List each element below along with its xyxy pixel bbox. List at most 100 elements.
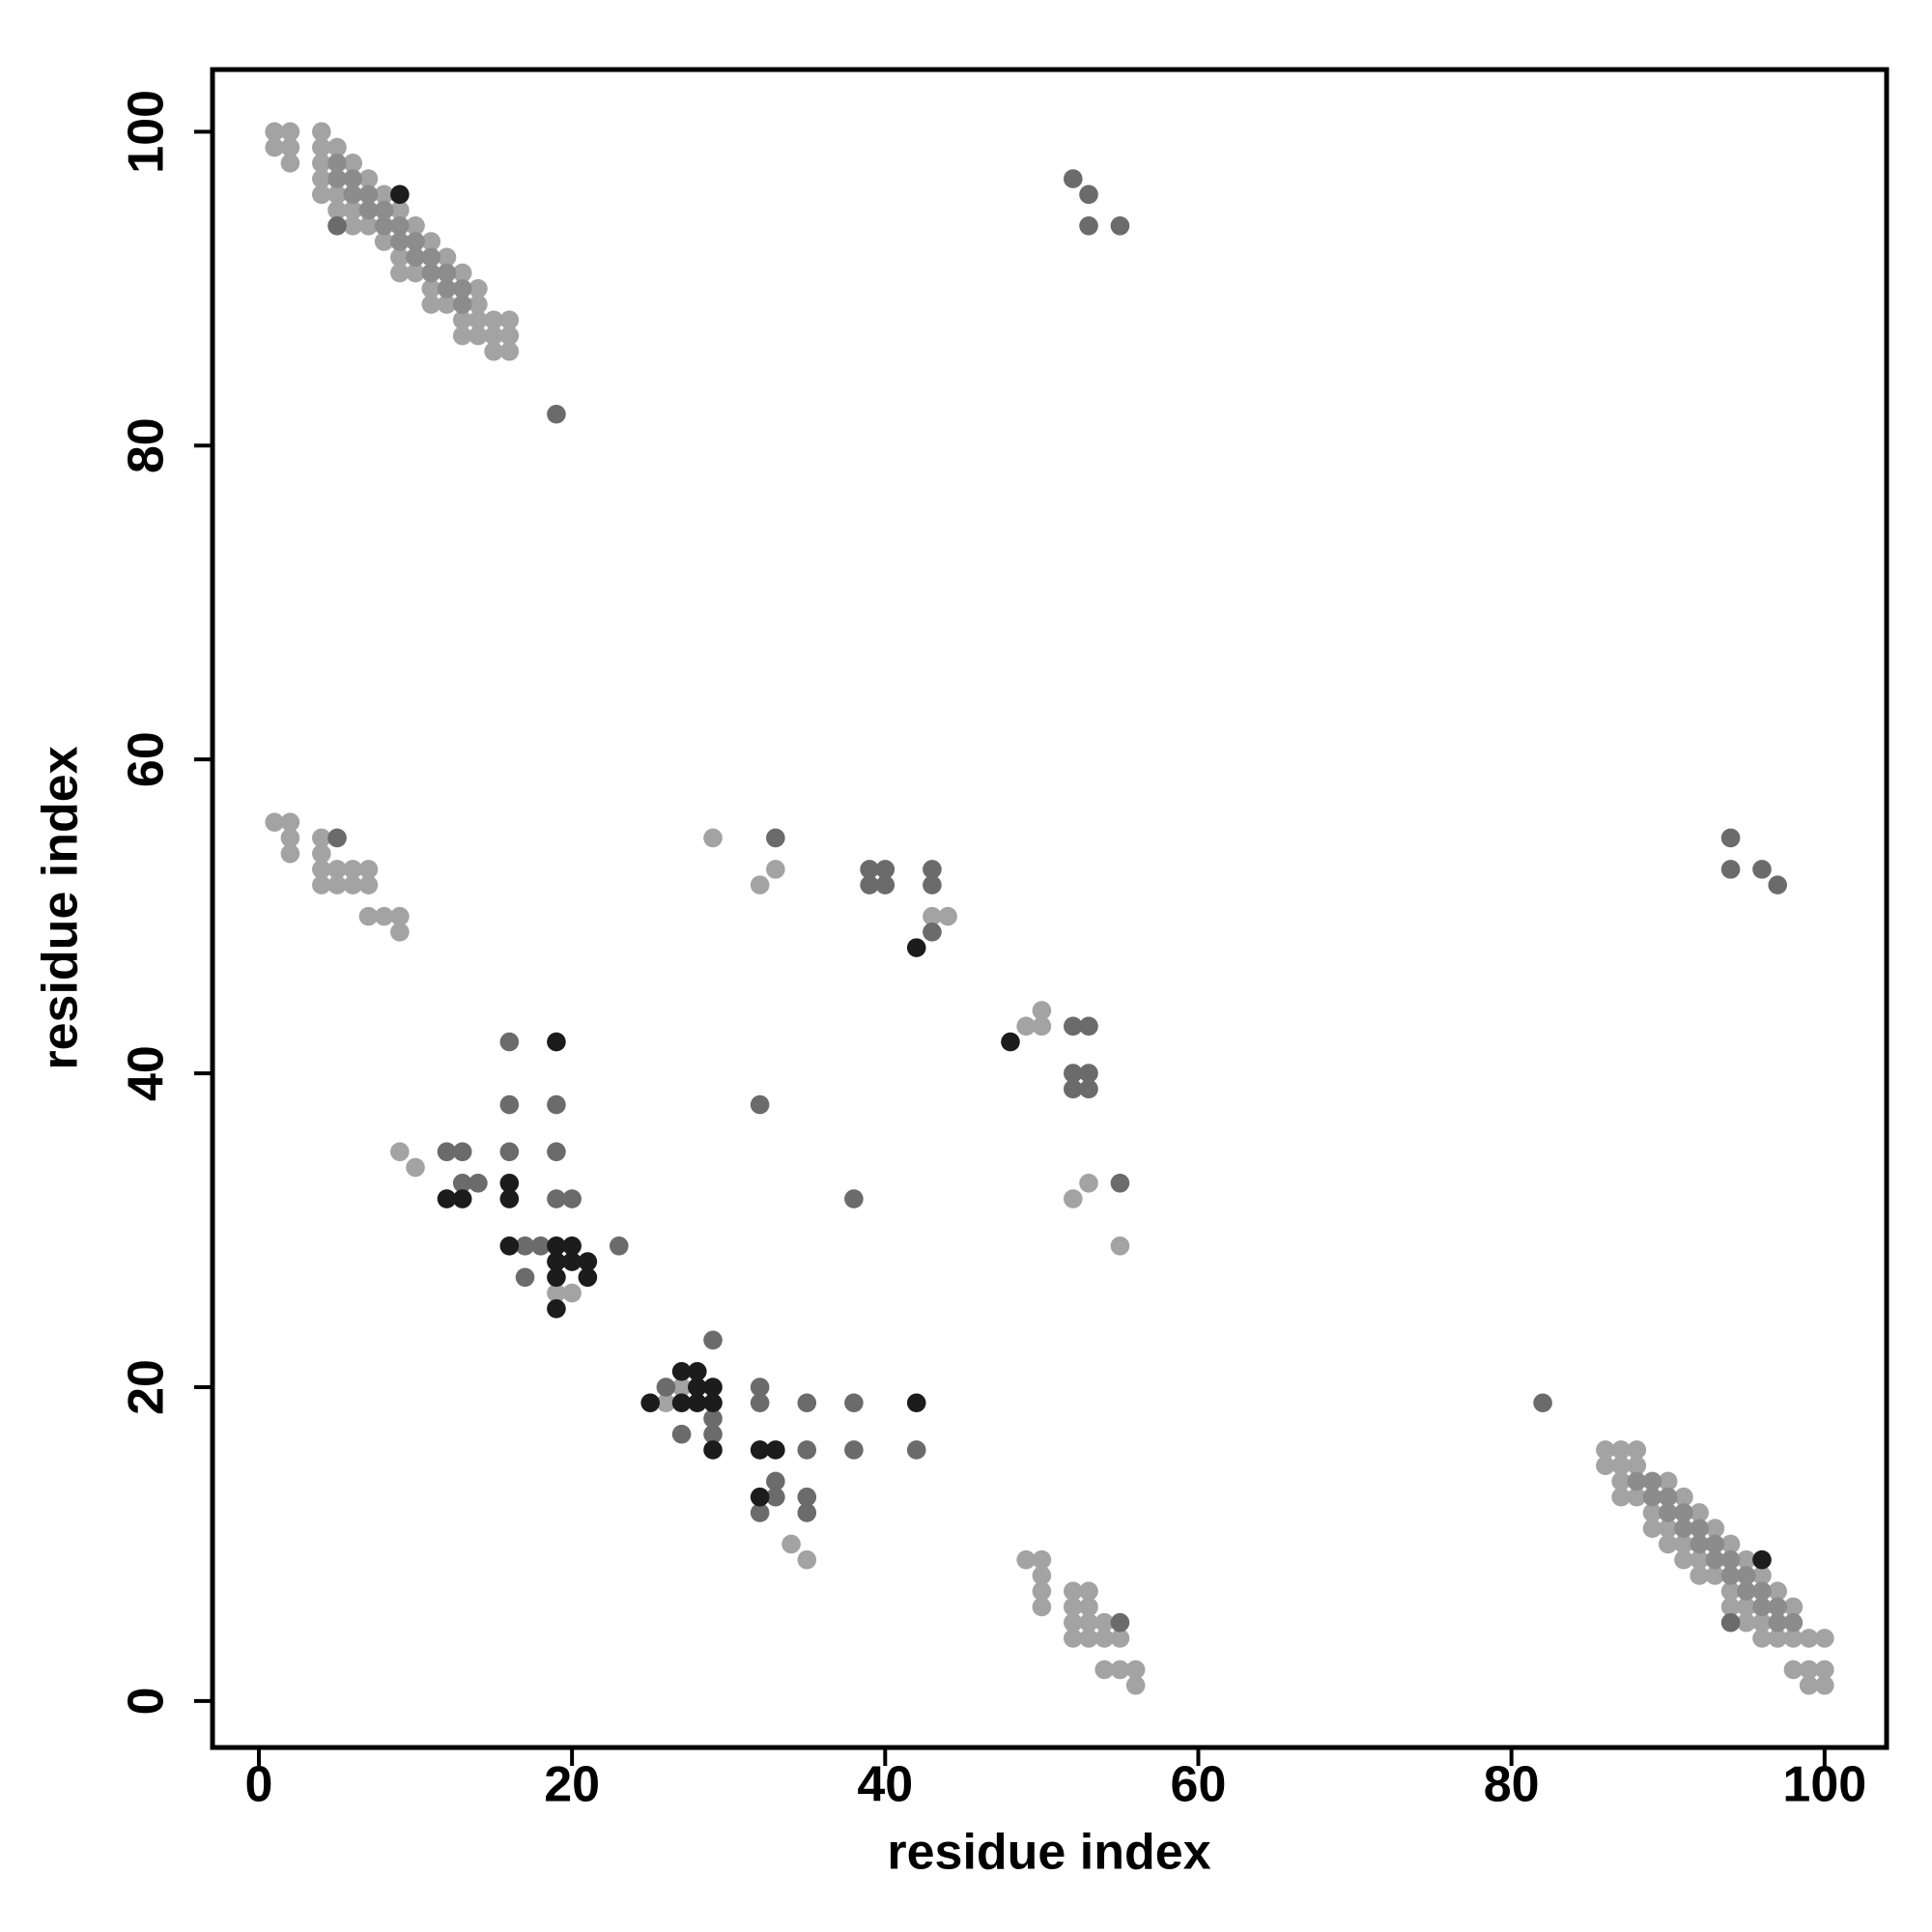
contact-point [390,200,410,220]
contact-point [547,1189,566,1208]
contact-point [437,278,457,298]
contact-point [1125,1675,1146,1695]
contact-point [390,1142,410,1162]
contact-point [1627,1440,1647,1460]
contact-point [1064,1189,1083,1208]
contact-point [1079,216,1098,236]
contact-point [1674,1519,1693,1539]
contact-point [688,1378,707,1397]
contact-point [469,310,488,330]
contact-point [452,1189,472,1208]
contact-point [327,154,347,173]
plot-frame [210,67,1889,1750]
contact-point [1110,1612,1130,1633]
contact-point [1596,1440,1615,1460]
contact-point [671,1378,692,1397]
contact-point [469,326,488,346]
contact-point [327,169,347,188]
contact-point [358,875,379,895]
contact-point [1079,1612,1098,1633]
contact-point [609,1236,629,1256]
contact-point [1064,1629,1083,1648]
contact-point [875,860,895,879]
contact-point [750,1378,770,1397]
contact-point [406,247,425,268]
contact-point [1720,1612,1741,1633]
contact-point [656,1393,676,1413]
contact-point [1705,1566,1725,1585]
contact-point [312,137,331,157]
x-tick-label: 60 [1171,1757,1227,1813]
contact-point [343,875,363,895]
contact-point [452,1142,472,1162]
contact-point [530,1236,551,1256]
contact-point [1674,1549,1693,1570]
contact-point [1705,1549,1725,1570]
contact-point [1658,1519,1678,1539]
contact-point [766,1487,785,1507]
contact-point [797,1440,817,1460]
contact-point [312,875,331,895]
contact-point [469,278,488,298]
contact-point [547,404,566,424]
contact-point [1094,1660,1115,1680]
contact-point [1627,1487,1647,1507]
contact-point [312,843,331,864]
contact-point [437,1189,457,1208]
contact-point [437,295,457,314]
contact-point [1064,1064,1083,1083]
contact-point [499,1094,520,1115]
contact-point [1032,1566,1052,1585]
contact-point [562,1189,582,1208]
contact-point [1032,1581,1052,1601]
contact-point [358,906,379,926]
contact-point [766,1471,785,1492]
contact-point [484,341,503,361]
contact-point [358,860,379,879]
contact-point [1658,1471,1678,1492]
contact-point [452,295,472,314]
contact-point [1110,1174,1130,1193]
contact-point [1752,1549,1772,1570]
contact-point [1110,216,1130,236]
contact-point [1768,1629,1787,1648]
contact-point [327,216,347,236]
contact-point [766,828,785,848]
contact-point [1094,1629,1115,1648]
contact-point [703,828,723,848]
contact-point [1720,1581,1741,1601]
contact-point [671,1424,692,1444]
contact-point [1642,1503,1662,1522]
contact-point [1799,1675,1819,1695]
contact-point [906,1393,926,1413]
contact-point [1658,1503,1678,1522]
contact-point [844,1393,864,1413]
contact-point [390,906,410,926]
contact-point [1125,1660,1146,1680]
contact-point [390,923,410,942]
contact-point [547,1252,566,1271]
contact-point [750,1393,770,1413]
contact-point [327,200,347,220]
contact-point [547,1236,566,1256]
contact-point [390,247,410,268]
contact-point [499,1142,520,1162]
contact-point [1611,1440,1631,1460]
contact-point [547,1267,566,1288]
contact-point [766,1440,785,1460]
contact-point [797,1549,817,1570]
y-tick-label: 20 [119,1359,175,1415]
contact-point [906,938,926,957]
contact-point [1032,1001,1052,1020]
contact-point [437,247,457,268]
contact-point [1815,1660,1834,1680]
contact-point [547,1283,566,1303]
contact-point [390,216,410,236]
contact-point [1705,1534,1725,1554]
contact-point [1032,1597,1052,1617]
contact-point [374,216,394,236]
contact-point [312,122,331,142]
contact-point [406,263,425,283]
